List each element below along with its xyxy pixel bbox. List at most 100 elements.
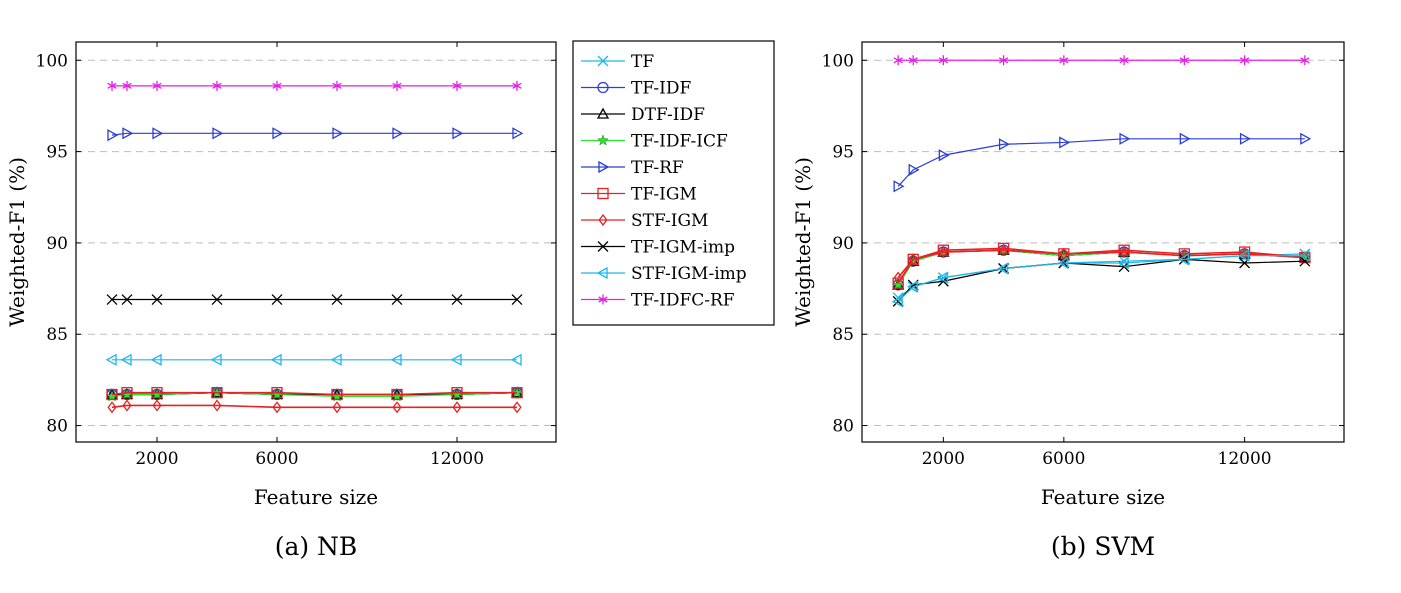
legend-label: TF-IDF-ICF xyxy=(631,132,728,152)
data-point xyxy=(211,387,223,399)
legend-entry: TF-IGM-imp xyxy=(581,238,735,258)
data-point xyxy=(1300,132,1312,145)
data-point xyxy=(1178,253,1189,266)
data-point xyxy=(1059,136,1071,149)
data-point xyxy=(512,127,524,140)
data-point xyxy=(392,80,402,91)
data-point xyxy=(1119,132,1131,145)
chart-caption: (a) NB xyxy=(275,532,358,561)
legend-entry: TF-RF xyxy=(581,158,684,178)
data-point xyxy=(150,353,162,366)
data-point xyxy=(1179,55,1189,66)
legend-entry: TF-IDFC-RF xyxy=(581,291,735,311)
data-point xyxy=(892,277,904,289)
data-point xyxy=(391,388,403,401)
series-line xyxy=(111,391,517,396)
y-axis-label: Weighted-F1 (%) xyxy=(791,157,815,327)
x-tick-label: 12000 xyxy=(1218,449,1272,469)
data-point xyxy=(391,294,403,305)
data-point xyxy=(1239,55,1250,66)
data-point xyxy=(122,127,134,140)
x-tick-label: 2000 xyxy=(922,449,965,469)
data-point xyxy=(122,80,132,91)
series-line xyxy=(897,258,1305,302)
legend-entry: TF-IDF-ICF xyxy=(581,132,728,152)
data-point xyxy=(107,129,119,142)
data-point xyxy=(998,55,1009,66)
data-point xyxy=(1119,55,1129,66)
chart-nb: 80 85 90 95 100 2000 6000 12000 Feature size Weig… xyxy=(5,41,557,561)
data-point xyxy=(997,262,1009,275)
legend-entry: TF-IGM xyxy=(581,185,697,205)
legend-marker xyxy=(598,213,608,227)
data-point xyxy=(107,80,117,91)
x-tick-label: 2000 xyxy=(135,449,178,469)
y-tick-label: 95 xyxy=(46,143,68,163)
data-point xyxy=(1119,245,1129,259)
legend-label: TF-IDF xyxy=(631,79,691,99)
data-point xyxy=(908,55,918,66)
data-point xyxy=(893,55,903,66)
data-point xyxy=(121,387,133,399)
series-line xyxy=(897,249,1305,279)
data-point xyxy=(392,401,402,414)
data-point xyxy=(211,294,223,305)
data-point xyxy=(272,127,284,140)
data-point xyxy=(151,387,163,399)
data-point xyxy=(120,353,132,366)
legend-entry: STF-IGM xyxy=(581,211,708,231)
legend-marker xyxy=(598,294,608,305)
legend-marker xyxy=(596,107,610,119)
data-point xyxy=(999,244,1009,257)
y-tick-label: 80 xyxy=(46,417,68,437)
data-point xyxy=(152,399,162,412)
data-point xyxy=(392,127,404,140)
legend-marker xyxy=(597,81,609,94)
data-point xyxy=(451,294,463,305)
data-point xyxy=(512,401,522,414)
legend-label: STF-IGM-imp xyxy=(631,264,747,284)
data-point xyxy=(1299,255,1311,267)
legend-label: DTF-IDF xyxy=(631,105,705,125)
data-point xyxy=(891,295,903,308)
data-point xyxy=(936,271,948,284)
legend-entry: TF-IDF xyxy=(581,79,691,99)
legend-marker xyxy=(597,134,609,146)
data-point xyxy=(331,388,343,401)
data-point xyxy=(511,387,523,399)
y-tick-label: 95 xyxy=(832,143,854,163)
x-tick-label: 12000 xyxy=(430,449,484,469)
data-point xyxy=(106,388,118,401)
chart-caption: (b) SVM xyxy=(1051,532,1155,561)
data-point xyxy=(1059,55,1069,66)
legend-label: STF-IGM xyxy=(631,211,708,231)
data-point xyxy=(212,80,222,91)
legend: TF TF-IDF DTF-IDF TF-IDF-ICF TF-RF TF-IGM STF-… xyxy=(572,40,775,326)
data-point xyxy=(938,55,948,66)
data-point xyxy=(452,127,464,140)
data-point xyxy=(510,353,522,366)
series-tf-rf xyxy=(107,127,524,142)
legend-entry: STF-IGM-imp xyxy=(581,264,747,284)
data-point xyxy=(390,353,402,366)
plot-frame xyxy=(75,41,557,443)
y-tick-label: 90 xyxy=(46,234,68,254)
data-point xyxy=(332,127,344,140)
data-point xyxy=(1118,244,1130,256)
series-stf-igm-imp xyxy=(105,353,522,366)
legend-label: TF-IDFC-RF xyxy=(631,291,735,311)
data-point xyxy=(1300,55,1310,66)
data-point xyxy=(893,180,905,193)
y-tick-label: 90 xyxy=(832,234,854,254)
legend-label: TF xyxy=(631,52,654,72)
series-line xyxy=(111,132,517,136)
data-point xyxy=(893,271,903,284)
data-point xyxy=(271,387,283,399)
data-point xyxy=(105,353,117,366)
legend-marker xyxy=(597,55,609,67)
series-line xyxy=(111,404,517,409)
legend-entry: DTF-IDF xyxy=(581,105,705,125)
data-point xyxy=(212,127,224,140)
data-point xyxy=(332,401,342,414)
data-point xyxy=(1179,132,1191,145)
